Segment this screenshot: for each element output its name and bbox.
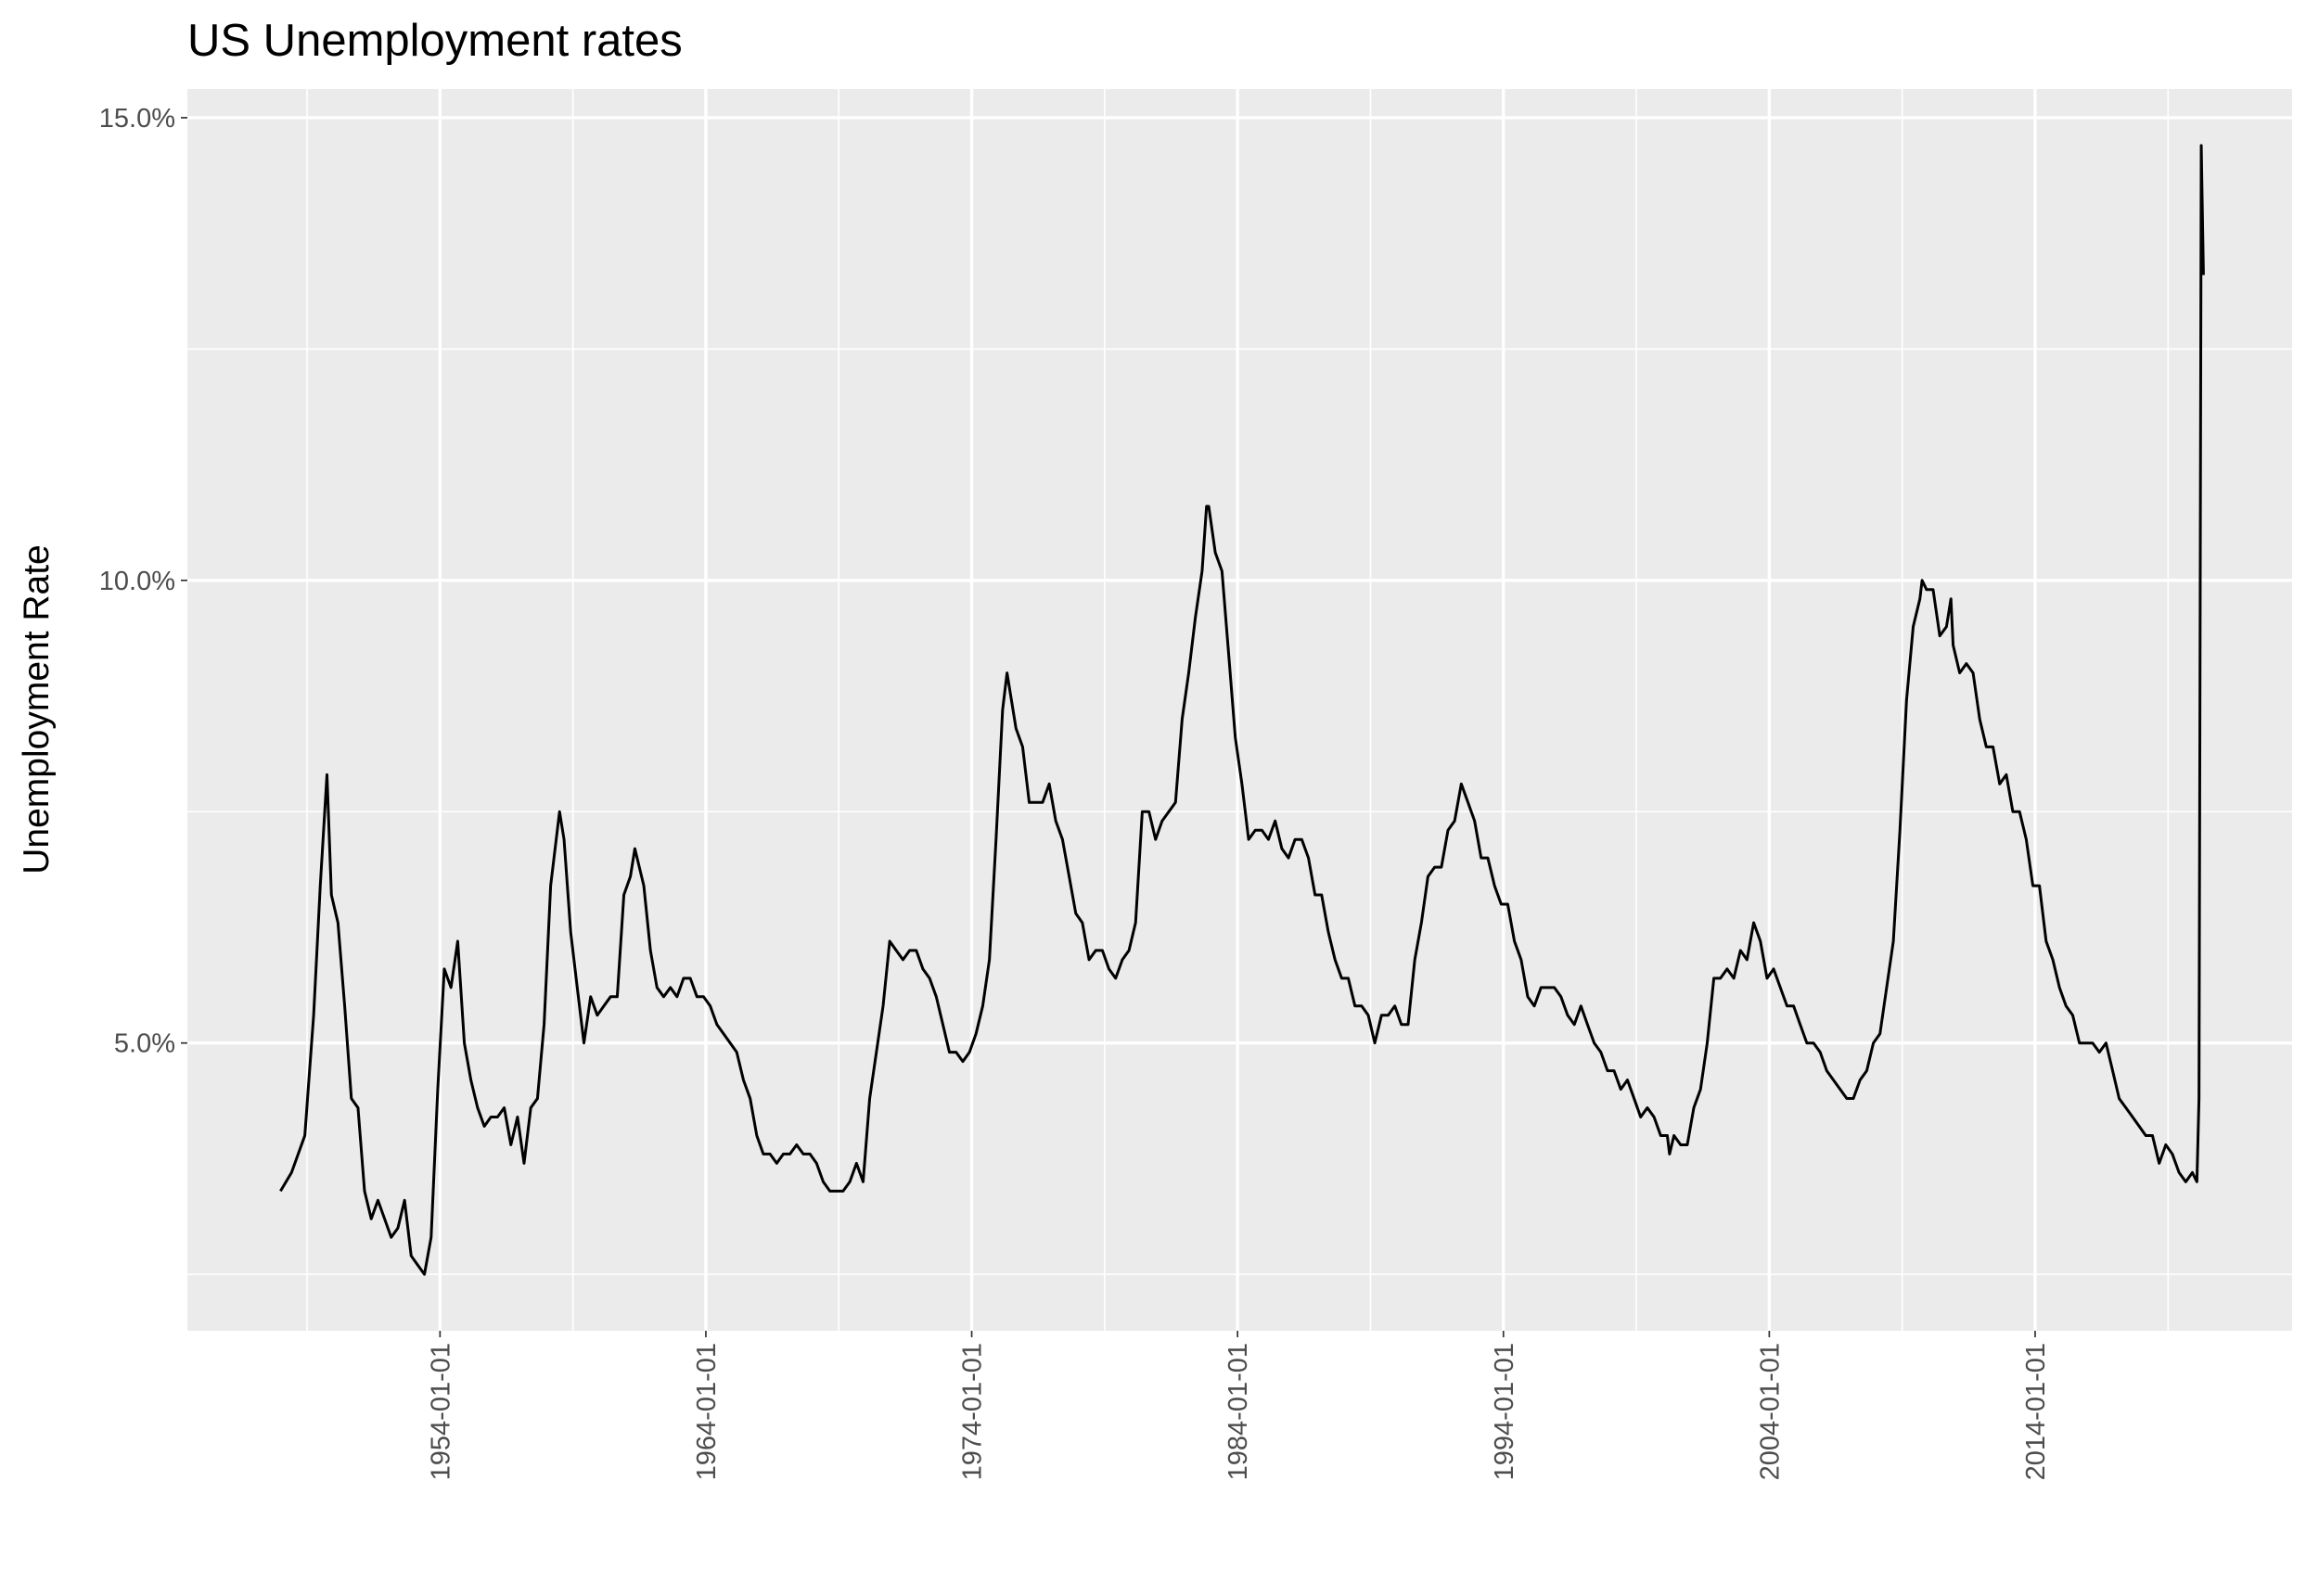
x-tick-label: 1964-01-01 <box>692 1343 722 1480</box>
line-series <box>279 144 2205 1276</box>
x-tick-label: 1974-01-01 <box>958 1343 988 1480</box>
panel <box>187 89 2292 1331</box>
y-tick-label: 5.0% <box>114 1029 175 1059</box>
plot <box>279 144 2205 1276</box>
x-tick-label: 1984-01-01 <box>1224 1343 1253 1480</box>
x-tick-label: 1994-01-01 <box>1490 1343 1519 1480</box>
x-tick-label: 2004-01-01 <box>1755 1343 1785 1480</box>
y-tick-label: 10.0% <box>99 567 175 596</box>
grid: 5.0% 10.0% 15.0% 1954-01-01 1964-01-01 1974-0… <box>99 89 2292 1480</box>
chart-title: US Unemployment rates <box>187 16 683 66</box>
x-tick-label: 2014-01-01 <box>2021 1343 2051 1480</box>
y-axis-title: Unemployment Rate <box>17 544 57 875</box>
y-tick-label: 15.0% <box>99 104 175 134</box>
x-tick-label: 1954-01-01 <box>426 1343 455 1480</box>
